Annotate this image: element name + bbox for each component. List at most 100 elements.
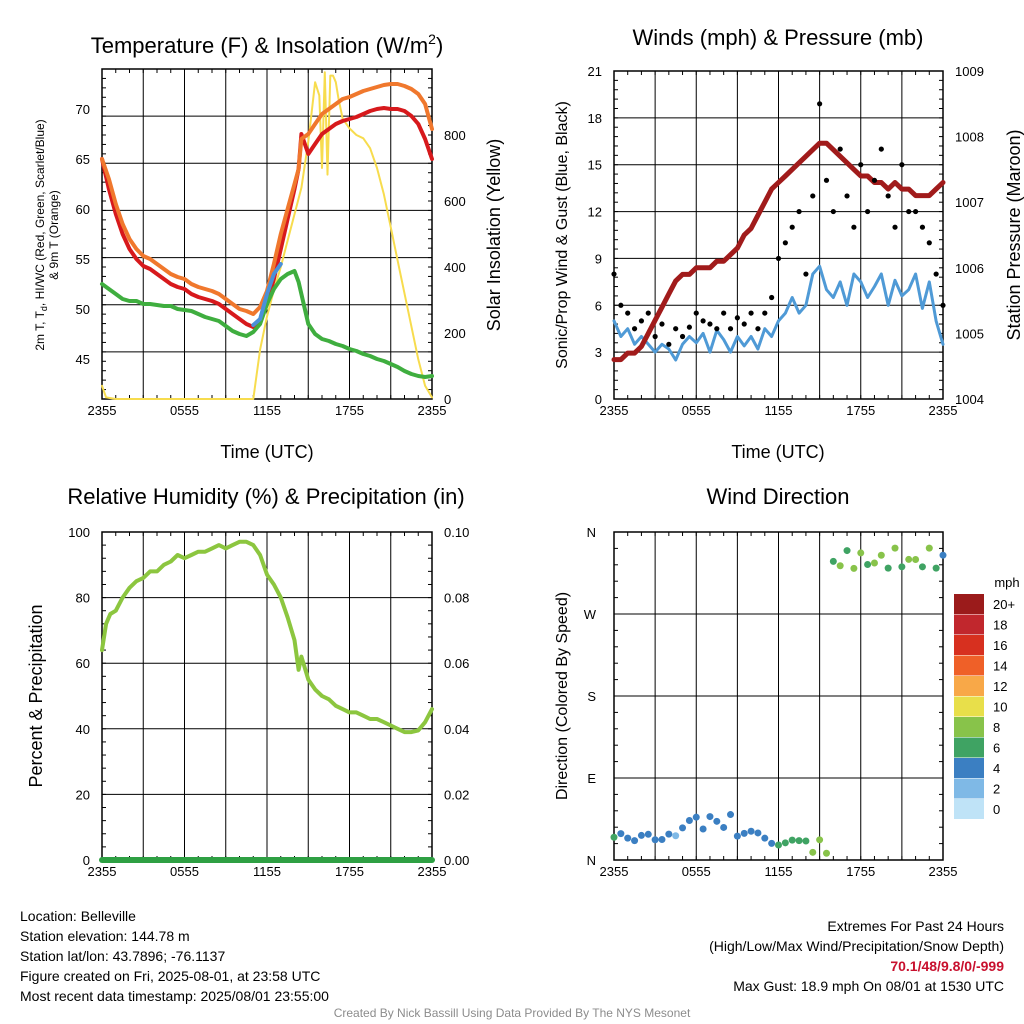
gust-point (892, 224, 898, 230)
direction-point (624, 834, 632, 842)
temp-xaxis-label: Time (UTC) (220, 442, 313, 462)
figure-created: Figure created on Fri, 2025-08-01, at 23… (20, 968, 321, 984)
gust-point (673, 326, 679, 332)
direction-point (850, 564, 858, 572)
x-tick-label: 0555 (682, 864, 711, 879)
extremes-title: Extremes For Past 24 Hours (827, 918, 1004, 934)
rh-y-tick-label: 40 (76, 722, 90, 737)
panel-border (613, 531, 944, 861)
legend-label: 10 (993, 700, 1007, 715)
legend-label: 4 (993, 761, 1000, 776)
x-tick-label: 1155 (253, 864, 281, 879)
wind-y-tick-label: 15 (588, 158, 602, 173)
precip-y-tick-label: 0.00 (444, 853, 469, 868)
direction-point (939, 551, 947, 559)
gust-point (817, 101, 823, 107)
direction-point (692, 813, 700, 821)
direction-point (905, 555, 913, 563)
gust-point (652, 333, 658, 340)
insolation-y-tick-label: 800 (444, 128, 466, 143)
meteogram-figure: Temperature (F) & Insolation (W/m2) Wind… (26, 25, 1024, 879)
direction-point (864, 561, 872, 569)
gust-point (638, 318, 645, 324)
rh-y-tick-label: 100 (68, 525, 90, 540)
pressure-line (611, 140, 946, 363)
x-tick-label: 1755 (846, 403, 875, 418)
pressure-y-tick-label: 1009 (955, 64, 984, 79)
gust-point (618, 302, 624, 308)
direction-point (788, 836, 796, 844)
2m-t-line (100, 106, 434, 329)
gust-point (912, 208, 919, 215)
gust-point (803, 271, 809, 277)
direction-point (679, 824, 687, 832)
x-tick-label: 1755 (335, 403, 364, 418)
x-tick-label: 1155 (253, 403, 281, 418)
gust-point (686, 324, 692, 330)
gust-point (693, 310, 699, 316)
direction-point (740, 829, 748, 837)
x-tick-label: 2355 (418, 403, 447, 418)
gust-point (810, 193, 816, 199)
gust-point (926, 240, 932, 246)
gust-point (775, 255, 782, 262)
wind-y-tick-label: 12 (588, 205, 602, 220)
x-tick-label: 1155 (765, 864, 793, 879)
x-tick-label: 2355 (88, 403, 117, 418)
gust-point (789, 224, 795, 230)
gust-point (919, 224, 926, 230)
pressure-y-tick-label: 1005 (955, 326, 984, 341)
direction-point (713, 817, 721, 825)
x-tick-label: 2355 (600, 864, 629, 879)
x-tick-label: 0555 (170, 403, 199, 418)
x-tick-label: 0555 (682, 403, 711, 418)
insolation-y-tick-label: 200 (444, 326, 466, 341)
panel-1-frame (101, 68, 433, 400)
gust-point (734, 315, 740, 321)
gust-point (878, 146, 884, 152)
station-location: Location: Belleville (20, 908, 136, 924)
winddir-yaxis-label: Direction (Colored By Speed) (554, 592, 571, 800)
svg-text:& 9m T (Orange): & 9m T (Orange) (47, 190, 61, 280)
direction-point (870, 559, 878, 567)
direction-point (912, 555, 920, 563)
direction-point (761, 834, 769, 842)
direction-point (672, 832, 680, 840)
direction-tick-label: S (587, 689, 596, 704)
credit-line: Created By Nick Bassill Using Data Provi… (333, 1006, 691, 1020)
gust-point (748, 310, 754, 316)
x-tick-label: 1155 (765, 403, 793, 418)
legend-swatch (954, 696, 984, 717)
rh-y-tick-label: 60 (76, 656, 90, 671)
gust-point (727, 326, 734, 332)
direction-point (768, 839, 776, 847)
x-tick-label: 2355 (600, 403, 629, 418)
wind-y-tick-label: 6 (595, 298, 602, 313)
temp-y-tick-label: 70 (76, 102, 90, 117)
rh-y-tick-label: 80 (76, 591, 90, 606)
temp-y-tick-label: 45 (76, 352, 90, 367)
panel-border (101, 68, 433, 400)
gust-point (714, 326, 720, 332)
direction-point (891, 544, 899, 552)
legend-swatch (954, 676, 984, 696)
svg-text:2m T, Td, HI/WC (Red, Green, S: 2m T, Td, HI/WC (Red, Green, Scarlet/Blu… (33, 119, 49, 350)
precip-y-tick-label: 0.04 (444, 722, 469, 737)
panel-2-frame (613, 70, 944, 400)
legend-label: 14 (993, 659, 1007, 674)
wind-xaxis-label: Time (UTC) (731, 442, 824, 462)
legend-title: mph (994, 575, 1019, 590)
gust-point (885, 193, 891, 199)
direction-point (829, 557, 837, 565)
gust-point (755, 326, 761, 332)
winddir-panel-title: Wind Direction (706, 484, 849, 509)
pressure-y-tick-label: 1007 (955, 195, 984, 210)
gust-point (782, 240, 788, 246)
direction-point (631, 837, 639, 845)
direction-point (644, 830, 652, 838)
direction-point (720, 823, 728, 831)
plot-area: 2355 0555 1155 1755 235545505560657002004006… (68, 64, 984, 879)
direction-point (754, 829, 762, 837)
gust-point (666, 341, 672, 347)
direction-point (925, 544, 933, 552)
